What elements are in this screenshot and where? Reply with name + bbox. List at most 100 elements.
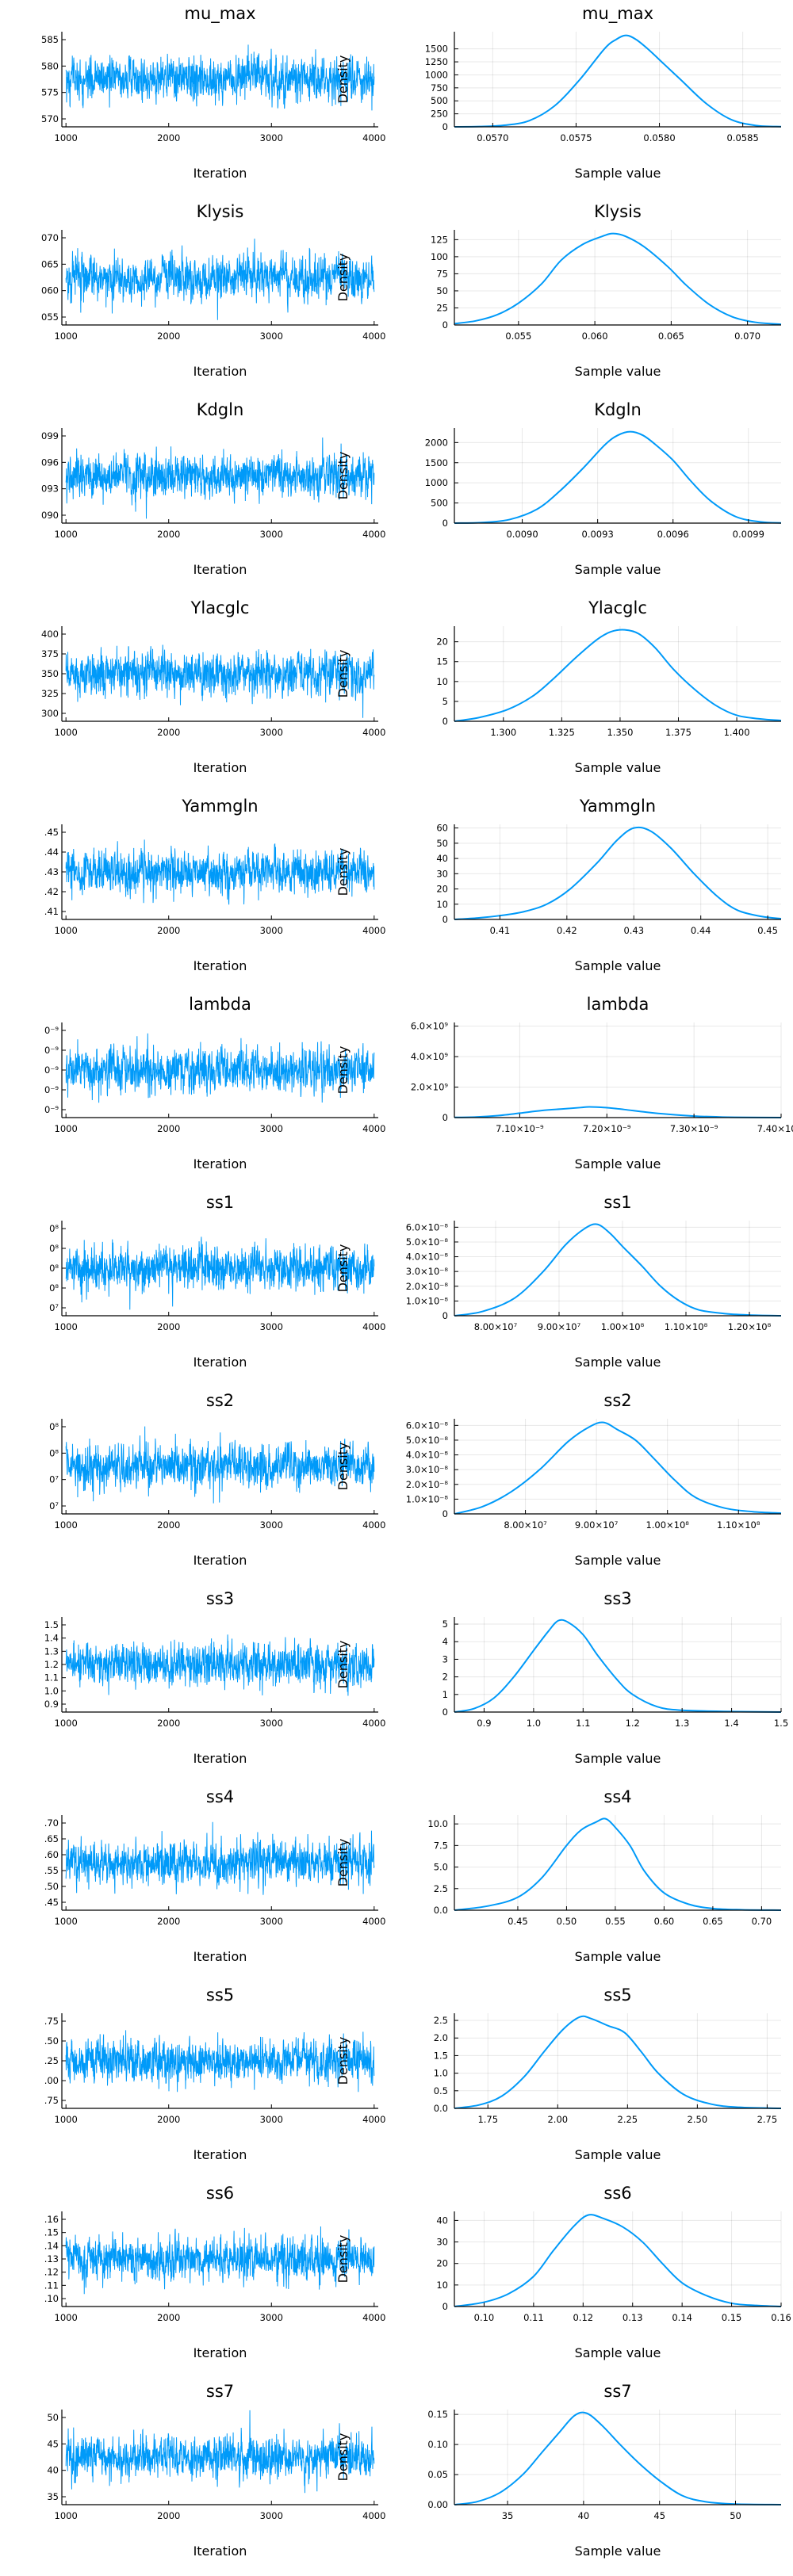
trace-y-tick-label: .13 [44,2253,59,2265]
density-x-tick-label: 0.45 [757,925,778,936]
density-y-label: Density [335,1839,351,1887]
density-y-tick-label: 3.0×10⁻⁸ [406,1266,449,1277]
density-y-tick-label: 40 [436,2215,448,2226]
density-y-tick-label: 40 [436,853,448,864]
density-title: ss7 [603,2382,631,2401]
trace-x-tick-label: 3000 [260,132,283,143]
density-x-tick-label: 0.13 [623,2312,643,2323]
density-x-tick-label: 8.00×10⁷ [474,1321,518,1332]
trace-x-label: Iteration [193,562,247,577]
trace-y-tick-label: 090 [41,510,59,521]
density-y-tick-label: 1500 [425,457,448,468]
density-y-tick-label: 0.00 [427,2499,448,2510]
density-title: mu_max [582,4,653,24]
trace-x-label: Iteration [193,1355,247,1370]
density-x-tick-label: 0.41 [490,925,511,936]
trace-y-tick-label: 060 [41,285,59,296]
density-x-tick-label: 0.44 [691,925,711,936]
density-x-tick-label: 0.65 [703,1916,723,1927]
trace-line [65,644,375,718]
density-y-tick-label: 125 [431,234,448,245]
density-curve [454,1817,782,1911]
trace-y-tick-label: 0⁸ [49,1263,59,1274]
density-x-label: Sample value [575,1751,661,1766]
density-y-tick-label: 1000 [425,69,448,80]
trace-panel-Kdgln: Kdgln 1000 2000 3000 4000 099 096 093 090 Iterati… [41,400,385,577]
trace-title: ss5 [206,1986,234,2005]
density-x-tick-label: 0.0575 [560,132,592,143]
density-x-tick-label: 1.400 [724,727,750,738]
trace-x-tick-label: 4000 [362,2510,385,2521]
density-x-tick-label: 7.10×10⁻⁹ [496,1123,544,1134]
trace-y-tick-label: .10 [44,2293,59,2304]
trace-line [65,839,375,905]
trace-x-tick-label: 3000 [260,2510,283,2521]
density-y-label: Density [335,848,351,896]
density-y-tick-label: 10 [436,2280,448,2291]
trace-x-label: Iteration [193,1553,247,1568]
density-x-label: Sample value [575,2147,661,2162]
density-y-tick-label: 0.15 [427,2409,448,2420]
trace-x-tick-label: 1000 [55,1519,78,1531]
trace-panel-ss4: ss4 1000 2000 3000 4000 .70 .65 .60 .55 .50 .45 Ite… [44,1787,386,1964]
trace-x-tick-label: 4000 [362,925,385,936]
density-y-tick-label: 2000 [425,437,448,448]
trace-x-tick-label: 4000 [362,727,385,738]
density-x-label: Sample value [575,2544,661,2559]
trace-x-tick-label: 2000 [157,132,180,143]
trace-line [65,1821,375,1895]
trace-y-tick-label: 0⁸ [49,1447,59,1458]
density-curve [454,2214,782,2307]
density-y-tick-label: 1500 [425,44,448,55]
trace-panel-mu_max: mu_max 1000 2000 3000 4000 585 580 575 570 Iterat… [41,4,385,181]
trace-y-tick-label: 0⁻⁹ [44,1104,59,1115]
density-x-label: Sample value [575,2345,661,2360]
density-x-label: Sample value [575,166,661,181]
density-x-tick-label: 1.375 [665,727,691,738]
trace-x-tick-label: 2000 [157,529,180,540]
trace-y-tick-label: 0.9 [44,1699,59,1710]
density-title: lambda [587,995,649,1014]
density-x-label: Sample value [575,958,661,973]
density-x-tick-label: 0.0096 [657,529,689,540]
trace-x-tick-label: 2000 [157,1519,180,1531]
density-y-tick-label: 20 [436,884,448,895]
density-title: ss2 [603,1391,631,1410]
trace-x-label: Iteration [193,958,247,973]
density-curve [454,629,782,722]
density-x-tick-label: 0.15 [722,2312,742,2323]
trace-y-tick-label: 0⁻⁹ [44,1025,59,1036]
density-y-tick-label: 50 [436,285,448,296]
density-y-tick-label: 2.0×10⁹ [411,1082,449,1093]
density-y-tick-label: 100 [431,251,448,262]
trace-x-tick-label: 2000 [157,1123,180,1134]
density-y-tick-label: 3.0×10⁻⁸ [406,1464,449,1475]
trace-y-tick-label: .50 [44,2035,59,2047]
trace-x-tick-label: 1000 [55,2510,78,2521]
density-y-tick-label: 10 [436,899,448,910]
density-x-tick-label: 35 [502,2510,514,2521]
density-x-tick-label: 1.2 [626,1718,640,1729]
density-y-tick-label: 1000 [425,477,448,488]
density-curve [454,1421,782,1515]
density-y-tick-label: 0 [442,518,448,529]
trace-x-tick-label: 3000 [260,727,283,738]
density-y-tick-label: 500 [431,498,448,509]
density-y-tick-label: 60 [436,823,448,834]
density-y-tick-label: 20 [436,2258,448,2269]
trace-y-tick-label: 570 [41,113,59,124]
trace-x-tick-label: 1000 [55,1916,78,1927]
trace-panel-ss7: ss7 1000 2000 3000 4000 50 45 40 35 Iteration [47,2382,385,2559]
density-curve [454,2411,782,2505]
density-y-tick-label: 5.0×10⁻⁸ [406,1435,449,1446]
density-x-tick-label: 1.20×10⁸ [728,1321,772,1332]
trace-x-tick-label: 2000 [157,925,180,936]
trace-y-tick-label: .42 [44,886,59,897]
density-y-tick-label: 2.5 [434,2015,448,2026]
density-x-tick-label: 0.12 [573,2312,593,2323]
trace-title: lambda [189,995,251,1014]
